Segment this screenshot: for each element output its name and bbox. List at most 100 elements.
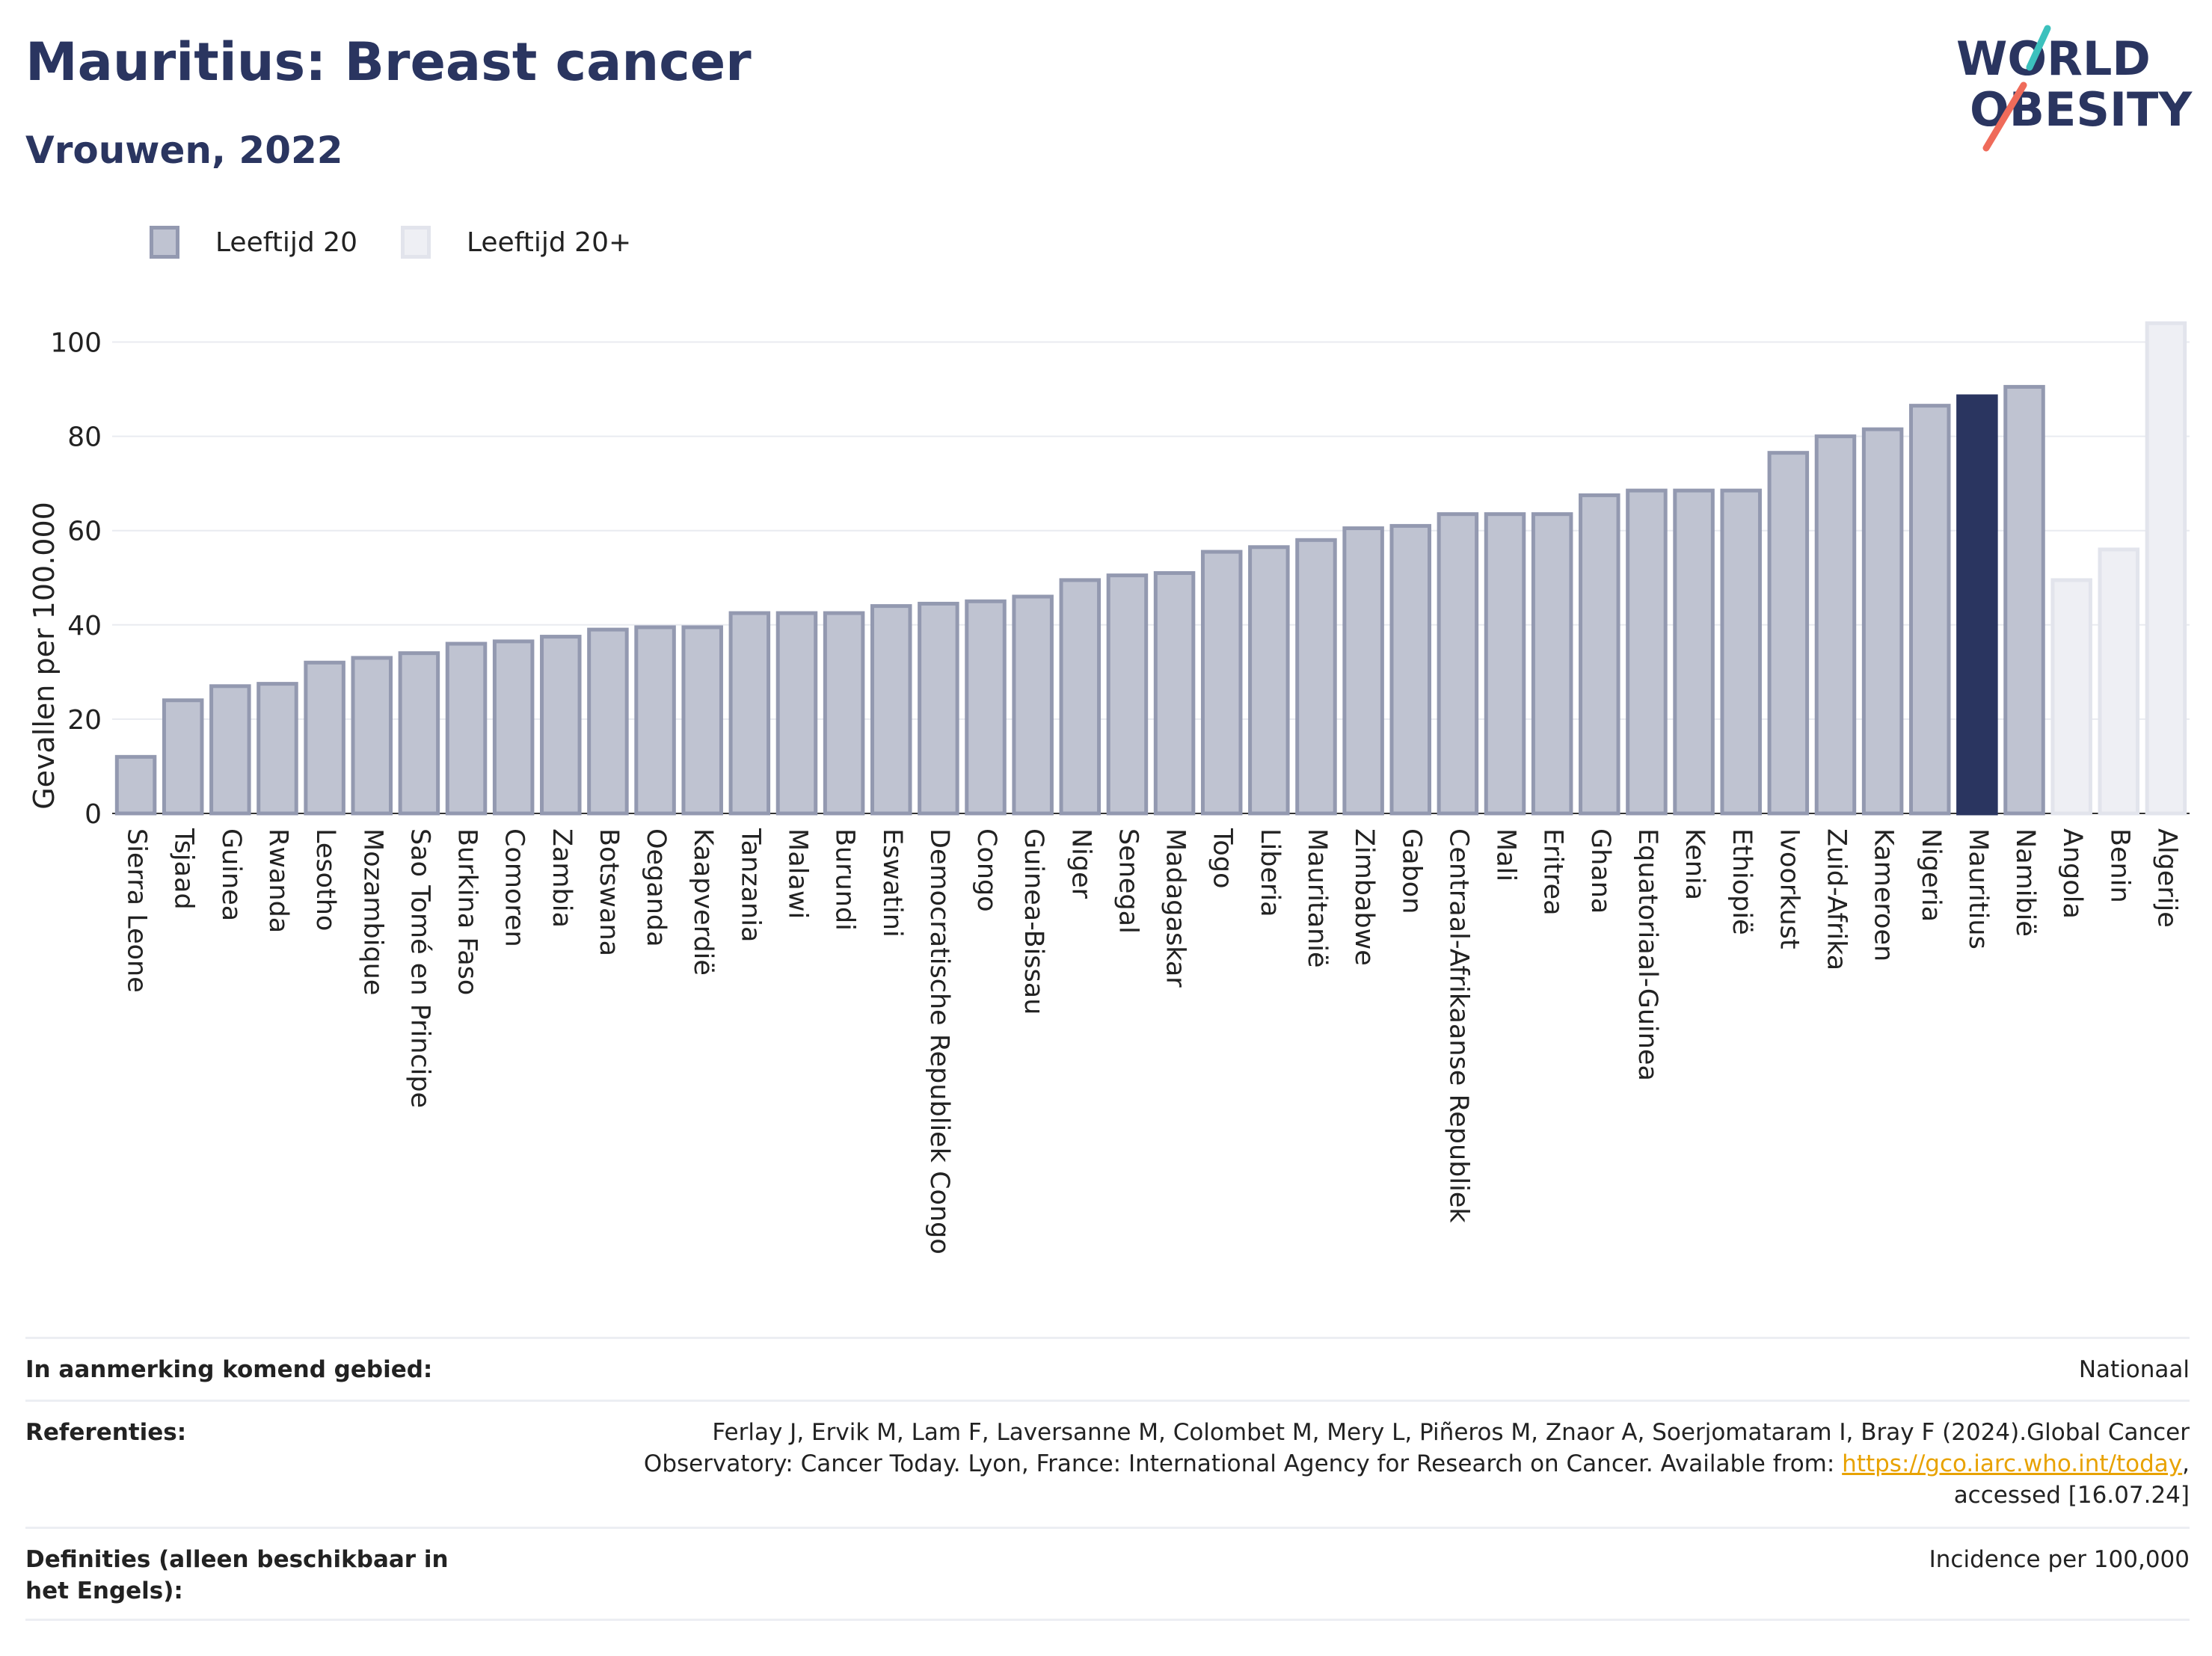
bar-zuid-afrika[interactable]: [1814, 434, 1857, 816]
y-tick-label: 80: [67, 422, 102, 453]
bar-burundi[interactable]: [823, 611, 865, 816]
x-tick-label: Mauritius: [1963, 828, 1993, 949]
bar-mauritius[interactable]: [1956, 394, 1998, 816]
bar-congo[interactable]: [965, 599, 1007, 816]
bar-angola[interactable]: [2050, 578, 2092, 816]
bar-rwanda[interactable]: [256, 682, 298, 816]
meta-value-references: Ferlay J, Ervik M, Lam F, Laversanne M, …: [643, 1419, 2190, 1509]
legend-item-age-20[interactable]: Leeftijd 20: [150, 226, 357, 259]
page-title: Mauritius: Breast cancer: [25, 31, 752, 93]
y-tick-label: 0: [85, 799, 102, 830]
logo-slash-teal: [2026, 25, 2051, 71]
bar-togo[interactable]: [1200, 550, 1243, 816]
ref-link[interactable]: https://gco.iarc.who.int/today: [1842, 1450, 2183, 1477]
bar-gabon[interactable]: [1389, 523, 1432, 816]
bar-tanzania[interactable]: [728, 611, 771, 816]
bar-sierra-leone[interactable]: [114, 754, 157, 816]
meta-row-references: Referenties: Ferlay J, Ervik M, Lam F, L…: [25, 1400, 2190, 1527]
ref-line-1: Ferlay J, Ervik M, Lam F, Laversanne M, …: [712, 1419, 2190, 1446]
bar-mozambique[interactable]: [351, 656, 393, 816]
meta-label-definitions: Definities (alleen beschikbaar in het En…: [25, 1546, 449, 1604]
bar-guinea-bissau[interactable]: [1012, 594, 1054, 816]
bar-oeganda[interactable]: [634, 625, 676, 816]
metadata-table: In aanmerking komend gebied: Nationaal R…: [25, 1337, 2190, 1621]
page-subtitle: Vrouwen, 2022: [25, 129, 343, 172]
legend-swatch: [150, 226, 179, 259]
bar-nigeria[interactable]: [1908, 404, 1951, 816]
bar-eritrea[interactable]: [1531, 512, 1573, 816]
logo-text-obesity: OBESITY: [1970, 82, 2193, 137]
x-tick-label: Angola: [2057, 828, 2087, 919]
x-tick-label: Zuid-Afrika: [1821, 828, 1851, 970]
x-tick-label: Mauritanië: [1302, 828, 1332, 968]
legend-swatch: [400, 226, 431, 259]
bar-madagaskar[interactable]: [1153, 570, 1196, 816]
bar-malawi[interactable]: [775, 611, 818, 816]
x-tick-label: Sierra Leone: [122, 828, 152, 993]
x-tick-label: Namibië: [2010, 828, 2040, 937]
x-tick-label: Burkina Faso: [452, 828, 482, 995]
x-tick-label: Niger: [1066, 828, 1096, 899]
x-tick-label: Madagaskar: [1161, 828, 1191, 988]
bar-tsjaad[interactable]: [162, 698, 204, 816]
y-axis-title: Gevallen per 100.000: [28, 502, 61, 810]
bar-kenia[interactable]: [1673, 488, 1715, 816]
bar-zambia[interactable]: [540, 635, 582, 816]
bar-mauritani-[interactable]: [1295, 538, 1337, 816]
x-tick-label: Zimbabwe: [1349, 828, 1379, 966]
x-tick-label: Centraal-Afrikaanse Republiek: [1443, 828, 1473, 1223]
x-tick-label: Mali: [1491, 828, 1521, 881]
y-tick-label: 60: [67, 517, 102, 547]
x-tick-label: Kaapverdië: [688, 828, 718, 976]
x-tick-label: Botswana: [594, 828, 624, 956]
x-tick-label: Oeganda: [641, 828, 671, 947]
bar-burkina-faso[interactable]: [445, 641, 488, 816]
bar-botswana[interactable]: [587, 627, 629, 816]
meta-label-area: In aanmerking komend gebied:: [25, 1356, 433, 1383]
chart-legend: Leeftijd 20 Leeftijd 20+: [150, 221, 675, 263]
x-axis-labels: Sierra Leone Tsjaad Guinea Rwanda Lesotho Moz…: [122, 828, 2182, 1255]
bar-equatoriaal-guinea[interactable]: [1626, 488, 1668, 816]
x-tick-label: Lesotho: [310, 828, 340, 931]
x-tick-label: Malawi: [782, 828, 812, 919]
meta-value-area: Nationaal: [2078, 1356, 2190, 1383]
bar-democratische-republiek-congo[interactable]: [918, 601, 959, 816]
meta-row-definitions: Definities (alleen beschikbaar in het En…: [25, 1527, 2190, 1621]
world-obesity-logo: WORLD OBESITY: [1956, 25, 2193, 152]
x-tick-label: Burundi: [830, 828, 860, 931]
x-tick-label: Togo: [1208, 828, 1238, 888]
bar-comoren[interactable]: [492, 639, 535, 816]
bar-liberia[interactable]: [1248, 545, 1290, 816]
x-tick-label: Algerije: [2151, 828, 2181, 928]
x-tick-label: Liberia: [1255, 828, 1285, 917]
bars: [114, 321, 2187, 816]
bar-ethiopi-[interactable]: [1720, 488, 1762, 816]
x-tick-label: Kenia: [1680, 828, 1709, 900]
bar-algerije[interactable]: [2145, 321, 2187, 816]
bar-guinea[interactable]: [209, 684, 251, 816]
bar-centraal-afrikaanse-republiek[interactable]: [1437, 512, 1479, 816]
bar-mali[interactable]: [1484, 512, 1526, 816]
bar-zimbabwe[interactable]: [1342, 526, 1384, 816]
bar-lesotho[interactable]: [304, 660, 345, 816]
bar-ghana[interactable]: [1579, 493, 1620, 816]
bar-benin[interactable]: [2098, 547, 2140, 816]
x-tick-label: Kameroen: [1869, 828, 1899, 961]
x-tick-label: Mozambique: [357, 828, 387, 995]
bar-senegal[interactable]: [1106, 573, 1149, 816]
bar-eswatini[interactable]: [870, 604, 912, 816]
bar-namibi-[interactable]: [2003, 384, 2045, 816]
bar-chart: 0 20 40 60 80 100 Sierra Leone Tsjaad Guinea Rwa…: [28, 321, 2190, 1255]
legend-item-age-20-plus[interactable]: Leeftijd 20+: [400, 226, 631, 259]
x-tick-label: Ethiopië: [1727, 828, 1757, 935]
bar-niger[interactable]: [1059, 578, 1102, 816]
bar-sao-tom-en-principe[interactable]: [398, 651, 440, 816]
x-tick-label: Sao Tomé en Principe: [405, 828, 434, 1108]
meta-label-references: Referenties:: [25, 1419, 187, 1446]
bar-kameroen[interactable]: [1861, 427, 1904, 816]
y-tick-label: 40: [67, 611, 102, 641]
bar-ivoorkust[interactable]: [1767, 451, 1810, 816]
meta-value-definitions: Incidence per 100,000: [1929, 1546, 2190, 1573]
y-tick-label: 100: [50, 328, 102, 359]
bar-kaapverdi-[interactable]: [681, 625, 723, 816]
